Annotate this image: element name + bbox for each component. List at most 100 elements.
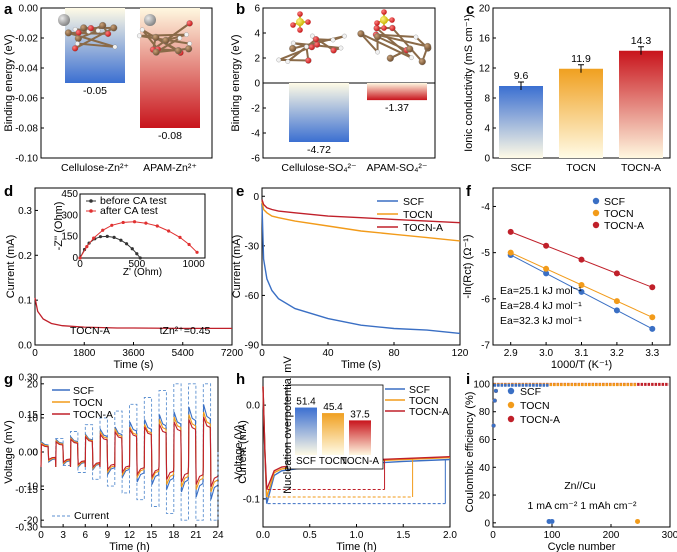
- inset-y-tick: 0: [72, 253, 78, 264]
- y-tick-label: 0.1: [18, 296, 32, 307]
- inset-y-tick: 450: [61, 189, 78, 200]
- y-tick-label: -0.06: [15, 94, 38, 105]
- panel-b: 6 4 2 0 -2 -4 -6 -4.72 Cellulose-SO₄²⁻ -1.37 APAM-…: [230, 4, 436, 174]
- x-tick-label: 1.0: [350, 530, 364, 541]
- bond: [165, 22, 191, 42]
- inset-point: [119, 238, 123, 242]
- panel-c: 0 4 8 12 16 20 9.6 SCF 11.9 TOCN 14.3 TOCN-A Ionic c…: [463, 4, 671, 174]
- x-tick-label: 24: [212, 530, 224, 541]
- data-point: [578, 281, 585, 288]
- atom: [139, 27, 145, 33]
- y-tick-label: 0: [32, 448, 38, 459]
- x-tick-label: 5400: [172, 348, 195, 359]
- atom: [381, 9, 387, 15]
- data-point: [578, 256, 585, 263]
- bar: [140, 8, 200, 128]
- y-tick-label: 12: [479, 64, 491, 75]
- bond: [156, 47, 189, 54]
- y-axis-label: Ionic conductivity (mS cm⁻¹): [463, 14, 475, 152]
- panel-label-i: i: [466, 371, 470, 388]
- inset-frame: [79, 193, 206, 259]
- inset-point: [112, 235, 116, 239]
- atom: [177, 35, 183, 41]
- data-point: [491, 423, 496, 428]
- data-point: [492, 398, 497, 403]
- y-tick-label: -0.1: [243, 494, 261, 505]
- outlier-point: [635, 518, 641, 524]
- atom: [374, 20, 380, 26]
- atom: [413, 34, 419, 40]
- x-tick-label: 18: [168, 530, 180, 541]
- inset-y-tick: 300: [61, 210, 78, 221]
- y-tick-label: 80: [479, 407, 491, 418]
- y2-axis-label: Current (mA): [237, 420, 249, 484]
- y-axis-label: Current (mA): [231, 235, 243, 299]
- atom: [357, 30, 365, 38]
- annotation: tZn²⁺=0.45: [160, 325, 211, 337]
- inset-category-label: TOCN: [319, 456, 347, 467]
- inset-point: [98, 235, 103, 239]
- bar: [367, 83, 427, 101]
- data-label: 14.3: [631, 35, 652, 47]
- atom: [152, 48, 160, 56]
- atom: [184, 32, 189, 37]
- category-label: TOCN-A: [621, 162, 661, 174]
- zn-atom-icon: [144, 14, 156, 26]
- legend-label: TOCN-A: [604, 220, 644, 232]
- inset-category-label: SCF: [296, 456, 316, 467]
- category-label: Cellulose-Zn²⁺: [61, 162, 129, 174]
- data-point: [543, 242, 550, 249]
- y-tick-label: -0.10: [15, 154, 38, 165]
- plot-frame: [492, 376, 671, 528]
- legend-label: SCF: [604, 196, 625, 208]
- x-tick-label: 21: [190, 530, 202, 541]
- inset-x-tick: 0: [77, 259, 83, 270]
- atom: [152, 33, 160, 41]
- category-label: Cellulose-SO₄²⁻: [281, 162, 357, 174]
- category-label: TOCN: [566, 162, 596, 174]
- legend-marker: [89, 199, 93, 203]
- series-line: [34, 297, 232, 330]
- y-tick-label: -90: [245, 341, 260, 352]
- inset-point: [85, 245, 89, 249]
- x-tick-label: 300: [662, 530, 677, 541]
- inset-point: [132, 220, 137, 224]
- panel-i: 0 20 40 60 80 100 0 100 200 300 SCF TOCN TOCN-A Zn//C…: [464, 376, 677, 552]
- zn-atom-icon: [58, 14, 70, 26]
- y-tick-label: 4: [484, 124, 490, 135]
- atom: [87, 25, 95, 32]
- legend-label: Current: [74, 510, 109, 522]
- atom: [297, 27, 303, 33]
- x-axis-label: Time (h): [336, 541, 377, 552]
- legend-label: TOCN-A: [409, 406, 449, 418]
- y-tick-label: -6: [481, 294, 490, 305]
- data-point: [613, 307, 620, 314]
- legend-marker: [507, 415, 515, 423]
- panel-label-b: b: [236, 1, 245, 18]
- x-tick-label: 3.0: [539, 348, 553, 359]
- y-tick-label: 0.2: [18, 251, 32, 262]
- x-tick-label: 2.9: [504, 348, 518, 359]
- legend-label: SCF: [520, 386, 541, 398]
- legend-marker: [592, 209, 600, 217]
- atom: [112, 44, 118, 50]
- panel-label-e: e: [236, 183, 244, 200]
- atom: [80, 24, 88, 32]
- atom: [290, 40, 296, 46]
- x-tick-label: 15: [146, 530, 158, 541]
- x-tick-label: 1800: [73, 348, 96, 359]
- atom: [406, 45, 414, 53]
- data-point: [578, 288, 585, 295]
- y-tick-label: 20: [479, 4, 491, 15]
- inset-point: [124, 242, 129, 246]
- atom: [99, 21, 107, 30]
- x-axis-label: Time (s): [114, 359, 154, 371]
- panel-label-h: h: [236, 371, 245, 388]
- legend-marker: [507, 401, 515, 409]
- series-line: [40, 416, 218, 488]
- atom: [75, 41, 80, 46]
- panel-label-a: a: [4, 1, 13, 18]
- bond: [141, 29, 159, 50]
- atom: [276, 57, 282, 63]
